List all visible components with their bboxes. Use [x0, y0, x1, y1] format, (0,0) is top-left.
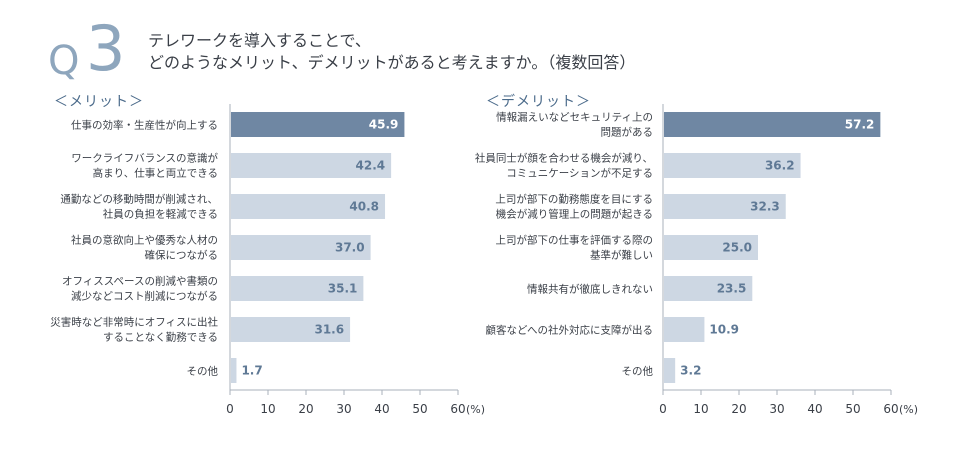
merit-x-tick-label: 0 [226, 402, 234, 416]
demerit-category-label: 情報共有が徹底しきれない [527, 283, 653, 296]
demerit-x-tick-label: 40 [807, 402, 822, 416]
demerit-x-tick-label: 30 [769, 402, 784, 416]
demerit-x-tick-label: 50 [845, 402, 860, 416]
demerit-bar [664, 235, 758, 260]
demerit-category-label: 基準が難しい [590, 249, 653, 262]
merit-category-label: 高まり、仕事と両立できる [93, 167, 218, 180]
demerit-bar [664, 112, 881, 137]
merit-x-tick-label: 50 [412, 402, 427, 416]
merit-value-label: 1.7 [241, 364, 262, 378]
demerit-x-tick-label: 0 [659, 402, 667, 416]
demerit-category-label: 社員同士が顔を合わせる機会が減り、 [475, 152, 653, 165]
demerit-bar [664, 153, 801, 178]
demerit-value-label: 3.2 [680, 364, 701, 378]
merit-bar [231, 112, 405, 137]
merit-value-label: 31.6 [314, 323, 344, 337]
merit-bar [231, 153, 392, 178]
demerit-category-label: 顧客などへの社外対応に支障が出る [486, 324, 653, 337]
merit-category-label: 社員の負担を軽減できる [103, 208, 218, 221]
merit-bar [231, 276, 364, 301]
demerit-category-label: 上司が部下の勤務態度を目にする [495, 193, 653, 206]
demerit-x-tick-label: 20 [731, 402, 746, 416]
merit-value-label: 37.0 [335, 241, 365, 255]
question-line-2: どのようなメリット、デメリットがあると考えますか。（複数回答） [148, 53, 636, 72]
merit-x-tick-label: 40 [374, 402, 389, 416]
demerit-category-label: その他 [622, 365, 654, 378]
demerit-bar [664, 317, 705, 342]
merit-category-label: 減少などコスト削減につながる [71, 290, 218, 303]
demerit-category-label: 機会が減り管理上の問題が起きる [496, 208, 653, 221]
merit-x-tick-label: 60 [450, 402, 465, 416]
demerit-x-tick-label: 60 [883, 402, 898, 416]
demerit-unit-label: (%) [899, 403, 918, 416]
demerit-bar [664, 358, 676, 383]
merit-x-tick-label: 10 [260, 402, 275, 416]
question-line-1: テレワークを導入することで、 [148, 31, 371, 50]
merit-unit-label: (%) [466, 403, 485, 416]
merit-x-tick-label: 30 [336, 402, 351, 416]
demerit-category-label: 情報漏えいなどセキュリティ上の [496, 111, 653, 124]
question-text: テレワークを導入することで、 どのようなメリット、デメリットがあると考えますか。… [148, 30, 635, 74]
question-number: 3 [86, 12, 126, 85]
demerit-category-label: 問題がある [601, 126, 654, 139]
merit-category-label: 社員の意欲向上や優秀な人材の [71, 234, 218, 247]
merit-category-label: オフィススペースの削減や書類の [62, 275, 218, 288]
demerit-value-label: 10.9 [709, 323, 739, 337]
demerit-value-label: 23.5 [717, 282, 747, 296]
merit-bar [231, 317, 351, 342]
demerit-value-label: 25.0 [722, 241, 752, 255]
demerit-category-label: コミュニケーションが不足する [506, 167, 653, 180]
merit-category-label: することなく勤務できる [103, 331, 218, 344]
merit-category-label: 通勤などの移動時間が削減され、 [60, 193, 218, 206]
merit-x-tick-label: 20 [298, 402, 313, 416]
merit-category-label: 確保につながる [145, 249, 219, 262]
merit-value-label: 35.1 [328, 282, 358, 296]
merit-category-label: ワークライフバランスの意識が [71, 152, 218, 165]
demerit-value-label: 36.2 [765, 159, 795, 173]
merit-value-label: 42.4 [356, 159, 386, 173]
demerit-heading: ＜デメリット＞ [486, 94, 591, 110]
demerit-bar [664, 194, 786, 219]
merit-category-label: 災害時など非常時にオフィスに出社 [50, 316, 218, 329]
merit-heading: ＜メリット＞ [54, 94, 144, 110]
merit-value-label: 45.9 [369, 118, 399, 132]
demerit-value-label: 57.2 [845, 118, 875, 132]
demerit-x-tick-label: 10 [693, 402, 708, 416]
demerit-category-label: 上司が部下の仕事を評価する際の [496, 234, 654, 247]
merit-bar [231, 358, 237, 383]
merit-category-label: その他 [187, 365, 219, 378]
demerit-value-label: 32.3 [750, 200, 780, 214]
question-letter: Q [48, 38, 80, 84]
merit-bar [231, 194, 386, 219]
merit-bar [231, 235, 371, 260]
demerit-bar [664, 276, 753, 301]
merit-category-label: 仕事の効率・生産性が向上する [71, 119, 218, 132]
merit-value-label: 40.8 [349, 200, 379, 214]
